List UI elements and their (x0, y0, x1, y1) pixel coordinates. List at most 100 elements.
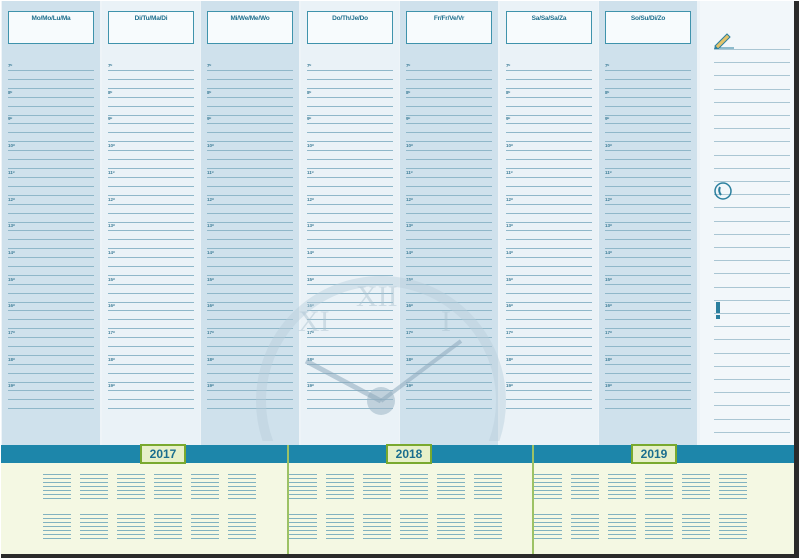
hour-slot[interactable]: 7ᵘ (207, 63, 293, 89)
hour-slot[interactable]: 7ᵘ (108, 63, 194, 89)
hour-slot[interactable]: 8ᵘ (108, 90, 194, 116)
hour-slot[interactable]: 19ᵘ (108, 383, 194, 410)
hour-slot[interactable]: 17ᵘ (406, 330, 492, 356)
hour-slot[interactable]: 11ᵘ (406, 170, 492, 196)
hour-slot[interactable]: 17ᵘ (605, 330, 691, 356)
hour-slot[interactable]: 13ᵘ (307, 223, 393, 250)
hour-slot[interactable]: 19ᵘ (8, 383, 94, 410)
hour-slot[interactable]: 13ᵘ (506, 223, 592, 250)
hour-slot[interactable]: 8ᵘ (506, 90, 592, 116)
hour-slot[interactable]: 15ᵘ (8, 277, 94, 303)
hour-slot[interactable]: 11ᵘ (307, 170, 393, 196)
hour-slot[interactable]: 10ᵘ (406, 143, 492, 170)
day-header-box[interactable]: Mi/We/Me/Wo (207, 11, 293, 44)
hour-slot[interactable]: 12ᵘ (108, 197, 194, 223)
hour-slot[interactable]: 8ᵘ (207, 90, 293, 116)
hour-slot[interactable]: 15ᵘ (605, 277, 691, 303)
hour-slot[interactable]: 8ᵘ (307, 90, 393, 116)
hour-slot[interactable]: 19ᵘ (406, 383, 492, 410)
hour-slot[interactable]: 12ᵘ (406, 197, 492, 223)
hour-slot[interactable]: 10ᵘ (506, 143, 592, 170)
hour-slot[interactable]: 13ᵘ (8, 223, 94, 250)
hour-slot[interactable]: 14ᵘ (207, 250, 293, 276)
hour-slot[interactable]: 15ᵘ (406, 277, 492, 303)
hour-slot[interactable]: 12ᵘ (506, 197, 592, 223)
hour-slot[interactable]: 15ᵘ (108, 277, 194, 303)
hour-slot[interactable]: 14ᵘ (108, 250, 194, 276)
hour-slot[interactable]: 17ᵘ (8, 330, 94, 356)
hour-slot[interactable]: 10ᵘ (605, 143, 691, 170)
hour-slot[interactable]: 8ᵘ (8, 90, 94, 116)
hour-slot[interactable]: 16ᵘ (506, 303, 592, 330)
hour-slot[interactable]: 14ᵘ (8, 250, 94, 276)
hour-slot[interactable]: 8ᵘ (406, 90, 492, 116)
hour-slot[interactable]: 19ᵘ (207, 383, 293, 410)
hour-slot[interactable]: 18ᵘ (506, 357, 592, 383)
hour-slot[interactable]: 16ᵘ (108, 303, 194, 330)
month-grid (400, 511, 428, 547)
hour-slot[interactable]: 17ᵘ (307, 330, 393, 356)
hour-slot[interactable]: 19ᵘ (605, 383, 691, 410)
hour-slot[interactable]: 9ᵘ (207, 116, 293, 143)
hour-slot[interactable]: 7ᵘ (506, 63, 592, 89)
hour-slot[interactable]: 17ᵘ (108, 330, 194, 356)
hour-slot[interactable]: 17ᵘ (506, 330, 592, 356)
hour-slot[interactable]: 9ᵘ (108, 116, 194, 143)
hour-slot[interactable]: 16ᵘ (307, 303, 393, 330)
hour-slot[interactable]: 12ᵘ (605, 197, 691, 223)
hour-slot[interactable]: 7ᵘ (605, 63, 691, 89)
day-header-box[interactable]: Di/Tu/Ma/Di (108, 11, 194, 44)
hour-slot[interactable]: 18ᵘ (8, 357, 94, 383)
hour-label: 15ᵘ (605, 276, 612, 282)
day-header-box[interactable]: Do/Th/Je/Do (307, 11, 393, 44)
hour-slot[interactable]: 9ᵘ (8, 116, 94, 143)
hour-slot[interactable]: 14ᵘ (605, 250, 691, 276)
hour-slot[interactable]: 7ᵘ (307, 63, 393, 89)
hour-slot[interactable]: 13ᵘ (406, 223, 492, 250)
hour-slot[interactable]: 12ᵘ (307, 197, 393, 223)
hour-slot[interactable]: 12ᵘ (8, 197, 94, 223)
hour-slot[interactable]: 18ᵘ (207, 357, 293, 383)
hour-slot[interactable]: 11ᵘ (8, 170, 94, 196)
day-header-box[interactable]: So/Su/Di/Zo (605, 11, 691, 44)
hour-slot[interactable]: 11ᵘ (506, 170, 592, 196)
hour-slot[interactable]: 9ᵘ (307, 116, 393, 143)
hour-slot[interactable]: 13ᵘ (605, 223, 691, 250)
hour-slot[interactable]: 18ᵘ (108, 357, 194, 383)
day-header-box[interactable]: Fr/Fr/Ve/Vr (406, 11, 492, 44)
hour-slot[interactable]: 8ᵘ (605, 90, 691, 116)
hour-slot[interactable]: 10ᵘ (8, 143, 94, 170)
hour-slot[interactable]: 18ᵘ (605, 357, 691, 383)
hour-slot[interactable]: 15ᵘ (307, 277, 393, 303)
hour-slot[interactable]: 9ᵘ (605, 116, 691, 143)
hour-slot[interactable]: 19ᵘ (506, 383, 592, 410)
hour-slot[interactable]: 7ᵘ (406, 63, 492, 89)
hour-slot[interactable]: 15ᵘ (207, 277, 293, 303)
hour-slot[interactable]: 14ᵘ (506, 250, 592, 276)
hour-slot[interactable]: 13ᵘ (207, 223, 293, 250)
hour-slot[interactable]: 16ᵘ (8, 303, 94, 330)
hour-slot[interactable]: 7ᵘ (8, 63, 94, 89)
hour-slot[interactable]: 14ᵘ (307, 250, 393, 276)
hour-slot[interactable]: 12ᵘ (207, 197, 293, 223)
hour-slot[interactable]: 16ᵘ (605, 303, 691, 330)
hour-slot[interactable]: 16ᵘ (406, 303, 492, 330)
hour-slot[interactable]: 17ᵘ (207, 330, 293, 356)
hour-slot[interactable]: 10ᵘ (108, 143, 194, 170)
hour-slot[interactable]: 11ᵘ (108, 170, 194, 196)
hour-slot[interactable]: 14ᵘ (406, 250, 492, 276)
hour-slot[interactable]: 11ᵘ (605, 170, 691, 196)
hour-slot[interactable]: 10ᵘ (307, 143, 393, 170)
hour-slot[interactable]: 13ᵘ (108, 223, 194, 250)
hour-slot[interactable]: 18ᵘ (406, 357, 492, 383)
day-header-box[interactable]: Mo/Mo/Lu/Ma (8, 11, 94, 44)
hour-slot[interactable]: 15ᵘ (506, 277, 592, 303)
hour-slot[interactable]: 9ᵘ (406, 116, 492, 143)
hour-slot[interactable]: 10ᵘ (207, 143, 293, 170)
day-header-box[interactable]: Sa/Sa/Sa/Za (506, 11, 592, 44)
hour-slot[interactable]: 9ᵘ (506, 116, 592, 143)
hour-slot[interactable]: 16ᵘ (207, 303, 293, 330)
note-line (714, 89, 790, 90)
hour-slot[interactable]: 11ᵘ (207, 170, 293, 196)
hour-slot[interactable]: 19ᵘ (307, 383, 393, 410)
